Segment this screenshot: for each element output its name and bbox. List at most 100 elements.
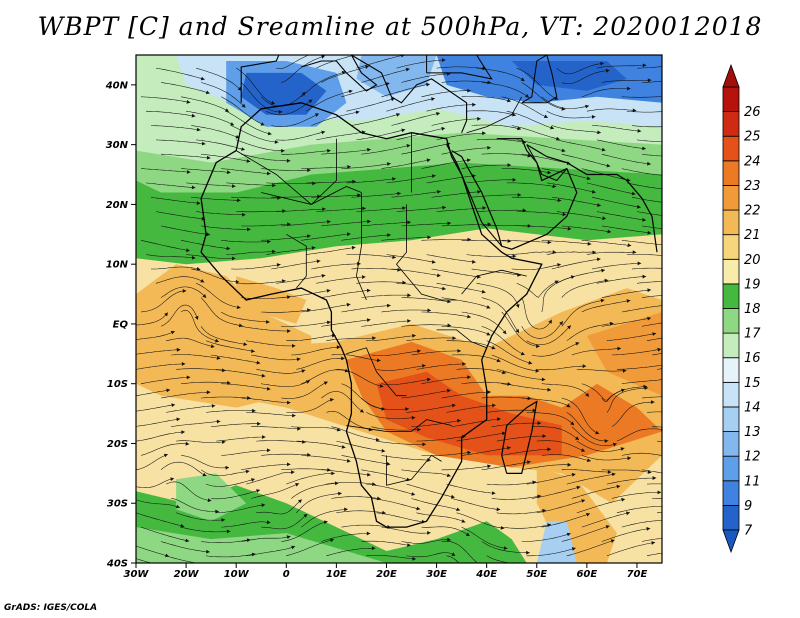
streamline-arrow [267, 131, 272, 136]
streamline [301, 369, 349, 384]
streamline [641, 153, 662, 157]
streamline [646, 411, 662, 413]
streamline [411, 350, 462, 356]
streamline [246, 340, 296, 347]
streamline [286, 472, 335, 485]
streamline [186, 110, 235, 126]
streamline-arrow [371, 546, 376, 551]
streamline [376, 365, 426, 371]
streamline [601, 225, 652, 234]
streamline [461, 311, 507, 335]
streamline [241, 535, 291, 542]
streamline-arrow [266, 320, 270, 324]
streamline [651, 426, 662, 428]
streamline-arrow [621, 497, 626, 502]
streamline-arrow [668, 303, 672, 307]
streamline [136, 512, 185, 527]
streamline [321, 391, 365, 413]
colorbar-swatch [722, 185, 740, 211]
streamline [326, 337, 376, 341]
streamline [486, 555, 512, 563]
streamline-arrow [517, 126, 521, 131]
streamline-arrow [462, 434, 466, 439]
streamline-arrow [379, 384, 384, 388]
streamline-arrow [520, 351, 525, 356]
streamline [150, 196, 201, 204]
streamline-arrow [442, 205, 446, 210]
streamline-arrow [647, 78, 652, 83]
streamline-arrow [412, 333, 416, 338]
streamline-arrow [652, 332, 657, 336]
lon-tick-label: 20E [376, 569, 397, 580]
streamline-arrow [186, 100, 191, 104]
streamline [140, 526, 190, 542]
streamline-arrow [642, 217, 646, 222]
streamline-arrow [405, 407, 409, 411]
lon-tick-label: 60E [576, 569, 597, 580]
streamline-arrow [405, 67, 410, 72]
streamline-arrow [581, 499, 586, 503]
streamline-arrow [627, 243, 632, 248]
streamline-arrow [512, 177, 517, 182]
streamline [626, 182, 662, 190]
colorbar-swatch [722, 455, 740, 482]
streamline-arrow [693, 485, 697, 489]
streamline [516, 67, 559, 100]
streamline [276, 275, 326, 284]
streamline [160, 304, 199, 327]
streamline-arrow [607, 229, 612, 234]
streamline [436, 66, 487, 70]
streamline [196, 67, 242, 91]
streamline-arrow [426, 82, 430, 87]
streamline [441, 326, 491, 336]
streamline [416, 435, 466, 442]
streamline [181, 168, 231, 173]
streamline [571, 348, 622, 356]
streamline-arrow [241, 103, 246, 108]
streamline [176, 440, 226, 443]
colorbar-label: 13 [744, 425, 761, 440]
streamline [361, 144, 411, 155]
streamline [311, 111, 360, 126]
streamline-arrow [461, 519, 466, 523]
streamline [381, 455, 431, 461]
streamline-arrow [482, 206, 487, 210]
streamline-arrow [281, 279, 286, 283]
streamline [481, 461, 531, 471]
streamline-arrow [596, 257, 601, 262]
streamline [436, 207, 487, 212]
border-3 [355, 192, 367, 301]
streamline [236, 67, 275, 105]
streamline [521, 397, 571, 408]
streamline [561, 70, 610, 85]
streamline [396, 283, 446, 290]
streamline-arrow [323, 520, 328, 525]
coast-africa [200, 102, 543, 528]
streamline-arrow [502, 370, 506, 375]
lat-tick-label: 40N [105, 80, 129, 91]
streamline-arrow [683, 280, 687, 284]
streamline-arrow [567, 325, 571, 330]
streamline [246, 471, 295, 485]
streamline-arrow [341, 445, 346, 449]
streamline-arrow [688, 474, 692, 478]
colorbar-swatch [722, 480, 740, 506]
streamline [656, 440, 662, 442]
streamline-arrow [591, 189, 596, 194]
streamline-arrow [450, 494, 455, 499]
streamline [296, 440, 346, 448]
streamline [466, 110, 516, 116]
streamline [206, 340, 255, 352]
streamline-arrow [417, 349, 421, 354]
streamline-arrow [407, 293, 411, 298]
streamline-arrow [582, 364, 587, 369]
streamline-arrow [401, 128, 406, 133]
streamline [596, 211, 646, 221]
streamline-arrow [326, 289, 331, 293]
streamline-arrow [557, 198, 562, 203]
streamline [216, 504, 266, 514]
streamline [441, 391, 491, 399]
streamline [541, 240, 592, 245]
streamline [286, 398, 334, 413]
streamline-arrow [673, 109, 677, 113]
